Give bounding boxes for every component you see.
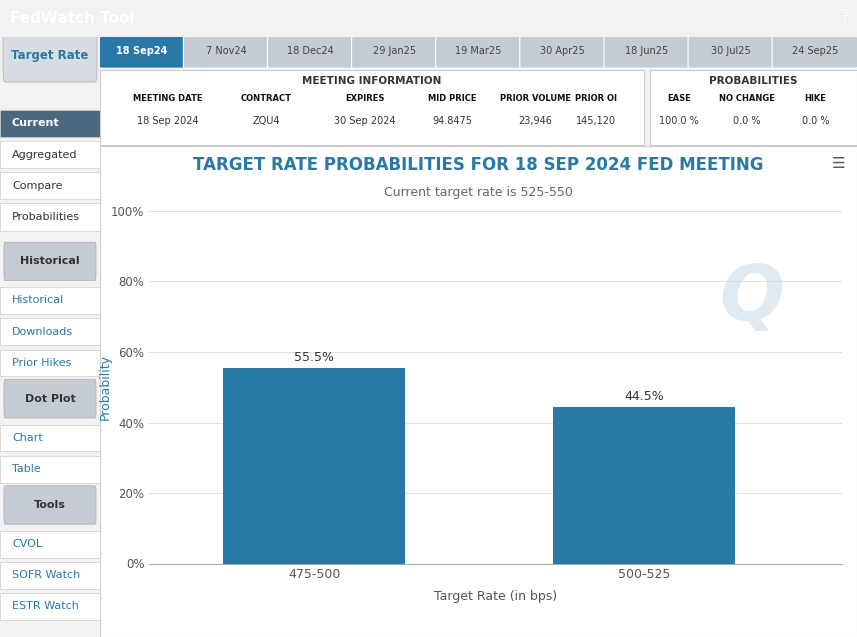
- Text: 18 Sep 2024: 18 Sep 2024: [137, 116, 199, 126]
- Bar: [554, 406, 734, 564]
- Text: Q: Q: [719, 262, 784, 336]
- FancyBboxPatch shape: [183, 36, 269, 68]
- Text: 18 Dec24: 18 Dec24: [287, 47, 333, 57]
- Text: 0.0 %: 0.0 %: [734, 116, 761, 126]
- FancyBboxPatch shape: [520, 36, 605, 68]
- FancyBboxPatch shape: [4, 486, 96, 524]
- Text: TARGET RATE PROBABILITIES FOR 18 SEP 2024 FED MEETING: TARGET RATE PROBABILITIES FOR 18 SEP 202…: [193, 156, 764, 174]
- Text: 0.0 %: 0.0 %: [801, 116, 829, 126]
- Text: Dot Plot: Dot Plot: [25, 394, 75, 404]
- Text: 23,946: 23,946: [518, 116, 552, 126]
- FancyBboxPatch shape: [99, 36, 185, 68]
- Bar: [100, 147, 857, 637]
- Text: ☰: ☰: [832, 156, 846, 171]
- Bar: [0, 318, 100, 345]
- Bar: [0, 110, 100, 137]
- Text: Historical: Historical: [21, 257, 80, 266]
- Bar: [0, 531, 100, 557]
- Text: 18 Jun25: 18 Jun25: [625, 47, 668, 57]
- X-axis label: Target Rate (in bps): Target Rate (in bps): [434, 590, 557, 603]
- Text: 55.5%: 55.5%: [294, 352, 334, 364]
- Text: Tools: Tools: [34, 500, 66, 510]
- Text: MEETING DATE: MEETING DATE: [134, 94, 203, 103]
- Text: Probabilities: Probabilities: [12, 212, 80, 222]
- Text: 30 Jul25: 30 Jul25: [711, 47, 751, 57]
- Bar: [224, 368, 405, 564]
- Text: FedWatch Tool: FedWatch Tool: [10, 11, 135, 26]
- Text: Table: Table: [12, 464, 41, 474]
- Bar: [0, 350, 100, 376]
- Text: PROBABILITIES: PROBABILITIES: [709, 76, 798, 86]
- Text: Aggregated: Aggregated: [12, 150, 77, 159]
- Text: CONTRACT: CONTRACT: [241, 94, 292, 103]
- Text: EASE: EASE: [668, 94, 691, 103]
- Text: ⁀: ⁀: [836, 11, 847, 25]
- FancyBboxPatch shape: [688, 36, 774, 68]
- Text: Downloads: Downloads: [12, 327, 73, 336]
- Text: MEETING INFORMATION: MEETING INFORMATION: [302, 76, 441, 86]
- Bar: [0, 425, 100, 452]
- Bar: [0, 141, 100, 168]
- Bar: [650, 70, 857, 145]
- Text: CVOL: CVOL: [12, 539, 42, 549]
- Text: 18 Sep24: 18 Sep24: [117, 47, 168, 57]
- Text: NO CHANGE: NO CHANGE: [719, 94, 776, 103]
- Text: 24 Sep25: 24 Sep25: [792, 47, 838, 57]
- Bar: [0, 203, 100, 231]
- Text: ZQU4: ZQU4: [253, 116, 280, 126]
- Text: PRIOR OI: PRIOR OI: [575, 94, 617, 103]
- Text: SOFR Watch: SOFR Watch: [12, 570, 81, 580]
- Text: f: f: [842, 12, 847, 25]
- Bar: [100, 70, 644, 145]
- Text: Current target rate is 525-550: Current target rate is 525-550: [384, 186, 573, 199]
- Text: 30 Apr25: 30 Apr25: [540, 47, 585, 57]
- Text: 30 Sep 2024: 30 Sep 2024: [334, 116, 396, 126]
- Text: Compare: Compare: [12, 181, 63, 190]
- Text: HIKE: HIKE: [805, 94, 826, 103]
- FancyBboxPatch shape: [435, 36, 521, 68]
- FancyBboxPatch shape: [3, 29, 97, 82]
- Text: 19 Mar25: 19 Mar25: [455, 47, 501, 57]
- Bar: [0, 562, 100, 589]
- Y-axis label: Probability: Probability: [99, 354, 112, 420]
- FancyBboxPatch shape: [4, 242, 96, 281]
- FancyBboxPatch shape: [604, 36, 690, 68]
- Text: 29 Jan25: 29 Jan25: [373, 47, 416, 57]
- FancyBboxPatch shape: [4, 380, 96, 418]
- Text: MID PRICE: MID PRICE: [428, 94, 476, 103]
- Text: Current: Current: [12, 118, 60, 128]
- Text: PRIOR VOLUME: PRIOR VOLUME: [500, 94, 571, 103]
- FancyBboxPatch shape: [351, 36, 437, 68]
- Bar: [0, 172, 100, 199]
- Text: EXPIRES: EXPIRES: [345, 94, 385, 103]
- Bar: [0, 456, 100, 483]
- Text: 44.5%: 44.5%: [624, 390, 664, 403]
- Text: Chart: Chart: [12, 433, 43, 443]
- Text: ESTR Watch: ESTR Watch: [12, 601, 79, 612]
- Text: Target Rate: Target Rate: [11, 49, 88, 62]
- Text: 7 Nov24: 7 Nov24: [206, 47, 247, 57]
- Text: 145,120: 145,120: [576, 116, 616, 126]
- Text: Historical: Historical: [12, 296, 64, 305]
- Bar: [0, 593, 100, 620]
- Text: 100.0 %: 100.0 %: [659, 116, 699, 126]
- Text: 94.8475: 94.8475: [432, 116, 472, 126]
- Text: Prior Hikes: Prior Hikes: [12, 358, 71, 368]
- FancyBboxPatch shape: [267, 36, 353, 68]
- FancyBboxPatch shape: [772, 36, 857, 68]
- Bar: [0, 287, 100, 314]
